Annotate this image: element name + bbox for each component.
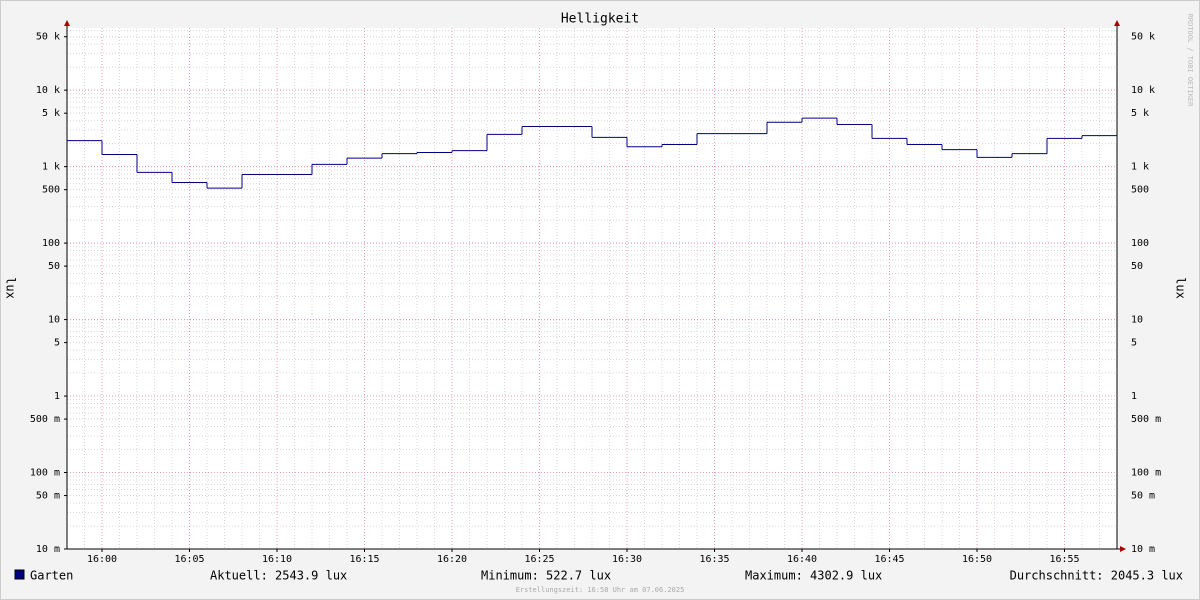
x-tick-label: 16:00 <box>87 554 117 565</box>
y-tick-label: 100 <box>42 238 60 249</box>
y-tick-label: 1 k <box>42 162 60 173</box>
x-tick-label: 16:45 <box>874 554 904 565</box>
y-tick-label: 500 <box>42 185 60 196</box>
y-tick-label-right: 10 m <box>1131 544 1155 555</box>
watermark: RRDTOOL / TOBI OETIKER <box>1186 14 1194 108</box>
x-tick-label: 16:05 <box>174 554 204 565</box>
grid <box>67 28 1117 550</box>
y-tick-label-right: 10 <box>1131 315 1143 326</box>
x-tick-label: 16:25 <box>524 554 554 565</box>
y-tick-label: 50 <box>48 261 60 272</box>
footer: Erstellungszeit: 16:58 Uhr am 07.06.2025 <box>516 586 685 594</box>
x-tick-label: 16:35 <box>699 554 729 565</box>
y-tick-label: 500 m <box>30 414 60 425</box>
y-tick-label-right: 5 <box>1131 338 1137 349</box>
legend-swatch <box>14 569 25 580</box>
y-tick-label: 10 k <box>36 85 60 96</box>
x-tick-label: 16:20 <box>437 554 467 565</box>
x-tick-label: 16:55 <box>1049 554 1079 565</box>
y-tick-label: 100 m <box>30 468 60 479</box>
y-tick-label: 1 <box>54 391 60 402</box>
y-tick-label-right: 100 m <box>1131 468 1161 479</box>
x-tick-label: 16:30 <box>612 554 642 565</box>
y-tick-label: 5 <box>54 338 60 349</box>
stat: Durchschnitt: 2045.3 lux <box>1010 569 1183 583</box>
y-tick-label-right: 500 <box>1131 185 1149 196</box>
y-tick-label: 10 m <box>36 544 60 555</box>
y-tick-label: 50 m <box>36 491 60 502</box>
x-tick-label: 16:50 <box>962 554 992 565</box>
y-tick-label-right: 10 k <box>1131 85 1155 96</box>
stat: Minimum: 522.7 lux <box>481 569 611 583</box>
y-tick-label-right: 5 k <box>1131 108 1149 119</box>
plot-area <box>67 28 1117 549</box>
y-tick-label: 5 k <box>42 108 60 119</box>
y-tick-label-right: 100 <box>1131 238 1149 249</box>
y-tick-label-right: 1 <box>1131 391 1137 402</box>
y-tick-label-right: 1 k <box>1131 162 1149 173</box>
y-tick-label: 50 k <box>36 32 60 43</box>
y-tick-label-right: 50 <box>1131 261 1143 272</box>
x-tick-label: 16:10 <box>262 554 292 565</box>
y-tick-label: 10 <box>48 315 60 326</box>
x-tick-label: 16:40 <box>787 554 817 565</box>
y-tick-label-right: 50 k <box>1131 32 1155 43</box>
y-tick-label-right: 50 m <box>1131 491 1155 502</box>
y-axis-label-right: lux <box>1174 277 1188 299</box>
y-tick-label-right: 500 m <box>1131 414 1161 425</box>
chart-title: Helligkeit <box>561 12 639 27</box>
stat: Aktuell: 2543.9 lux <box>210 569 347 583</box>
legend-label: Garten <box>30 569 73 583</box>
stat: Maximum: 4302.9 lux <box>745 569 882 583</box>
x-tick-label: 16:15 <box>349 554 379 565</box>
y-axis-label: lux <box>4 277 18 299</box>
